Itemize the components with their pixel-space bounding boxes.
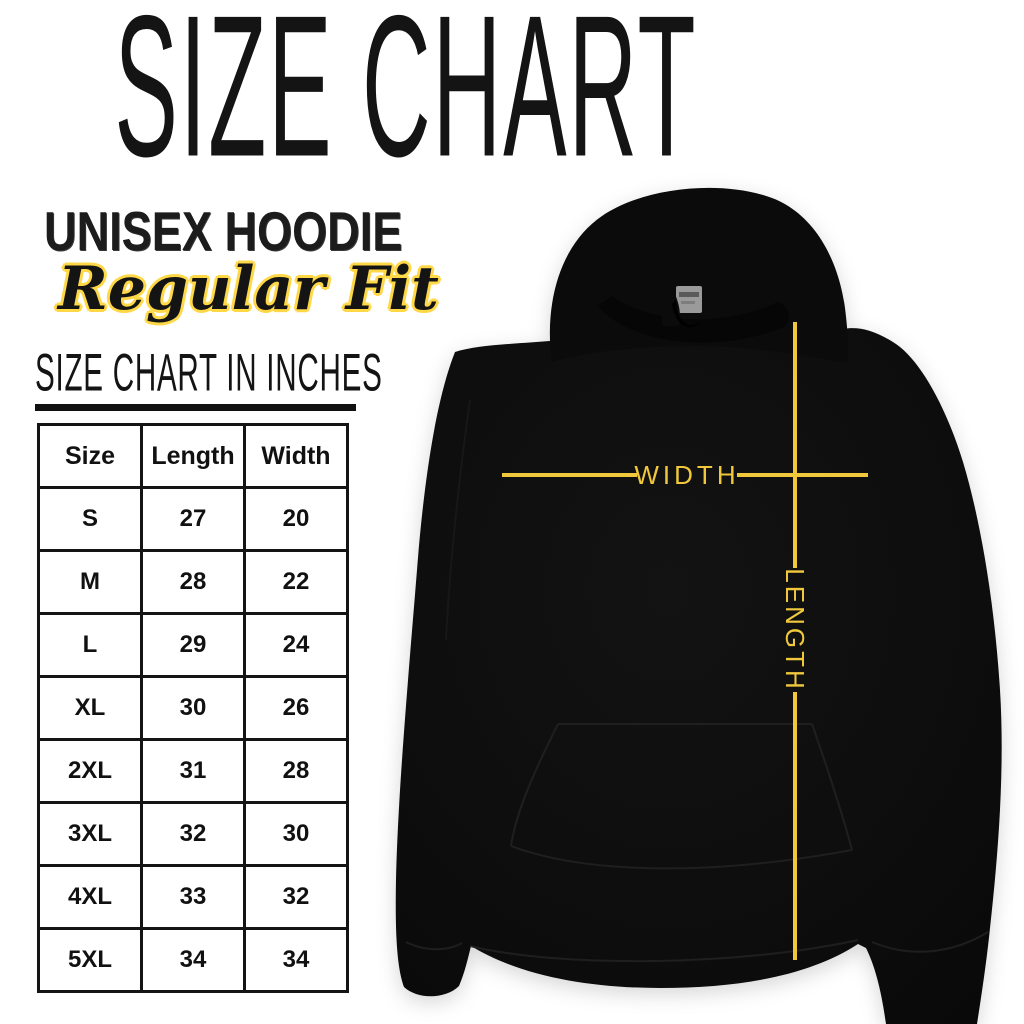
shoulder-fold	[445, 399, 471, 641]
column-header: Length	[140, 423, 246, 489]
table-row: L 29 24	[37, 612, 349, 678]
size-cell: 5XL	[37, 927, 143, 993]
garment-body	[395, 322, 1002, 1024]
width-cell: 32	[243, 864, 349, 930]
garment-seams	[405, 399, 989, 963]
page-title: SIZE CHART	[114, 0, 698, 200]
length-cell: 27	[140, 486, 246, 552]
measurement-lines	[502, 322, 868, 960]
brand-tag	[662, 284, 702, 328]
table-row: 2XL 31 28	[37, 738, 349, 804]
column-header: Width	[243, 423, 349, 489]
width-cell: 22	[243, 549, 349, 615]
left-cuff-seam	[405, 941, 463, 951]
length-cell: 31	[140, 738, 246, 804]
length-cell: 32	[140, 801, 246, 867]
table-row: S 27 20	[37, 486, 349, 552]
length-label: LENGTH	[780, 568, 810, 691]
width-label: WIDTH	[634, 460, 739, 490]
fit-label: Regular Fit	[58, 254, 439, 324]
hem-seam	[469, 939, 859, 963]
size-table-header-row: Size Length Width	[37, 423, 349, 489]
table-heading: SIZE CHART IN INCHES	[35, 344, 383, 403]
width-cell: 28	[243, 738, 349, 804]
size-cell: XL	[37, 675, 143, 741]
width-cell: 24	[243, 612, 349, 678]
hoodie-illustration: WIDTH LENGTH	[395, 187, 1002, 1024]
right-cuff-seam	[871, 931, 989, 953]
width-cell: 26	[243, 675, 349, 741]
size-cell: M	[37, 549, 143, 615]
size-cell: L	[37, 612, 143, 678]
hood-opening-shadow	[598, 296, 789, 343]
table-row: 4XL 33 32	[37, 864, 349, 930]
width-cell: 30	[243, 801, 349, 867]
table-row: XL 30 26	[37, 675, 349, 741]
length-cell: 28	[140, 549, 246, 615]
table-row: 3XL 32 30	[37, 801, 349, 867]
length-cell: 34	[140, 927, 246, 993]
product-name: UNISEX HOODIE	[44, 200, 403, 262]
length-cell: 33	[140, 864, 246, 930]
heading-underline	[35, 404, 356, 411]
table-row: 5XL 34 34	[37, 927, 349, 993]
pocket-seam	[510, 723, 853, 870]
width-cell: 20	[243, 486, 349, 552]
length-cell: 29	[140, 612, 246, 678]
table-row: M 28 22	[37, 549, 349, 615]
size-table: Size Length Width S 27 20 M 28 22 L 29 24 XL 30 26 2XL…	[37, 423, 349, 993]
size-cell: 4XL	[37, 864, 143, 930]
size-cell: 3XL	[37, 801, 143, 867]
length-cell: 30	[140, 675, 246, 741]
width-cell: 34	[243, 927, 349, 993]
size-cell: 2XL	[37, 738, 143, 804]
column-header: Size	[37, 423, 143, 489]
size-cell: S	[37, 486, 143, 552]
